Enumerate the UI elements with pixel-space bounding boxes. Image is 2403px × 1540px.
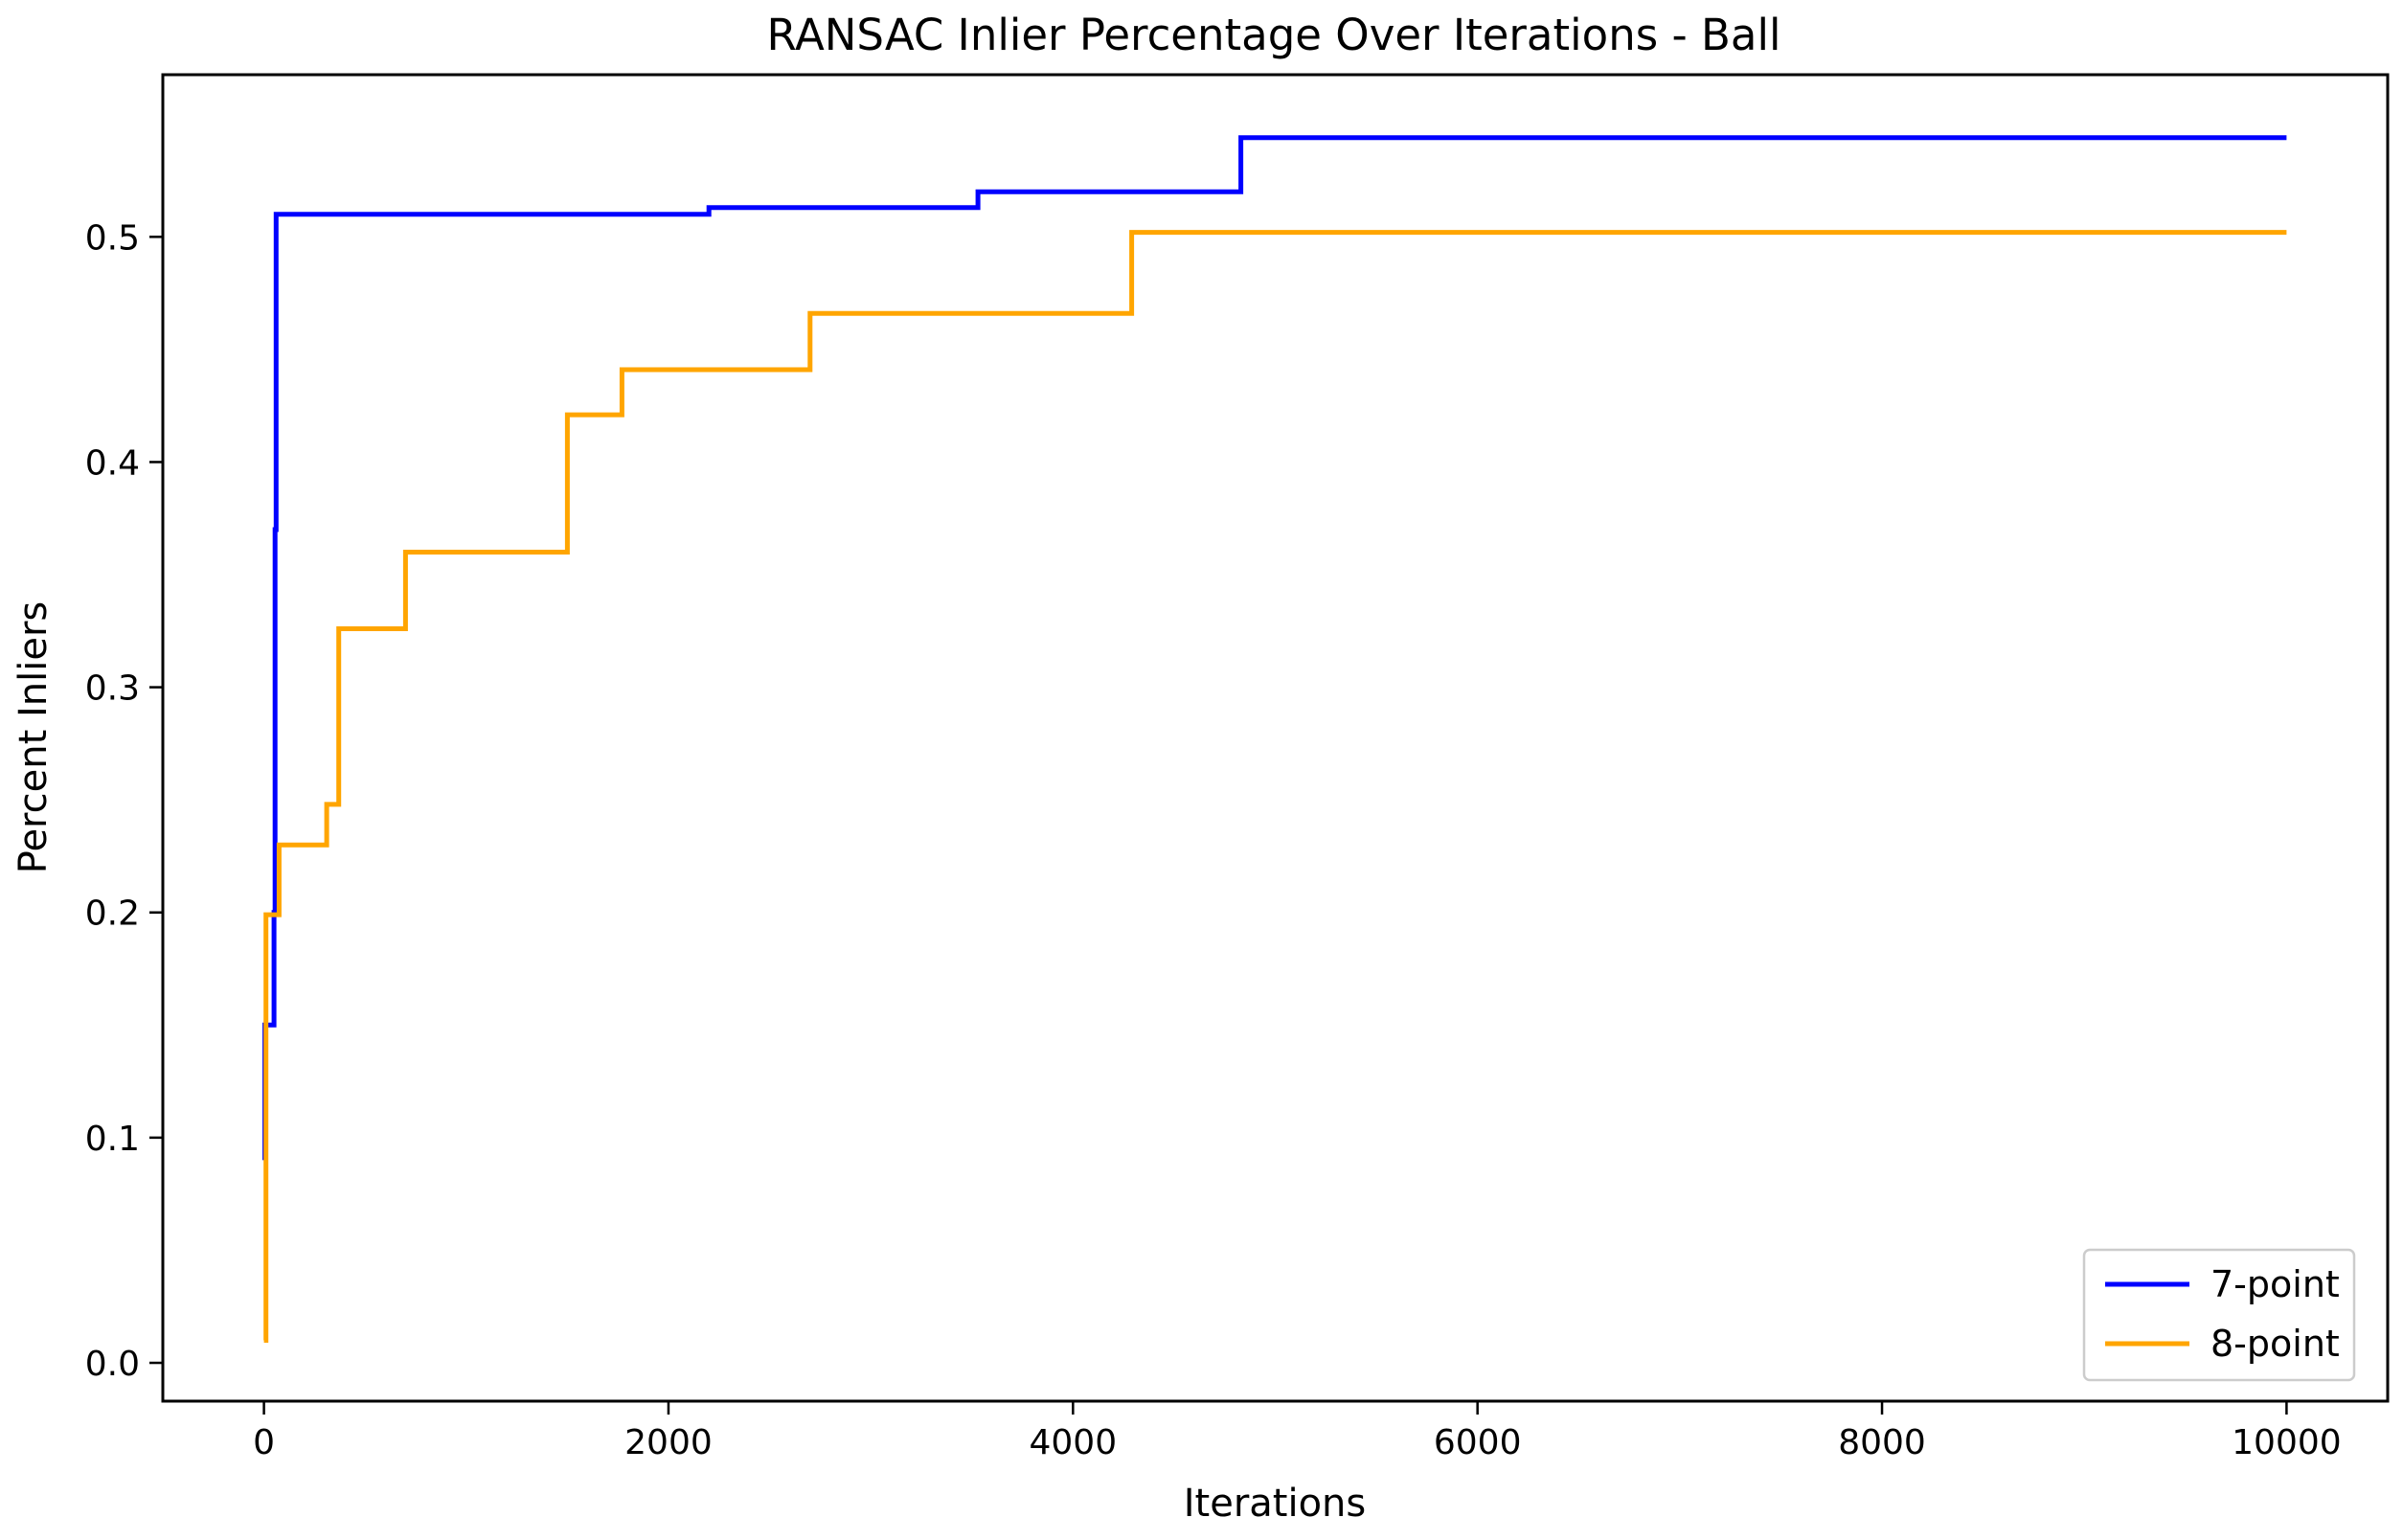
series-line-2 — [263, 230, 2287, 1343]
series-line-1 — [262, 135, 2287, 1163]
y-tick-label: 0.4 — [85, 443, 140, 483]
y-tick-label: 0.0 — [85, 1345, 140, 1384]
plot-lines — [262, 135, 2287, 1343]
x-axis-label: Iterations — [1184, 1482, 1367, 1526]
x-tick-label: 0 — [253, 1423, 275, 1462]
x-tick-label: 2000 — [624, 1423, 713, 1462]
x-tick-label: 8000 — [1838, 1423, 1926, 1462]
y-axis-ticks: 0.0 0.1 0.2 0.3 0.4 0.5 — [85, 218, 163, 1384]
y-tick-label: 0.2 — [85, 895, 140, 934]
y-tick-label: 0.1 — [85, 1120, 140, 1159]
x-tick-label: 10000 — [2232, 1423, 2342, 1462]
legend-label: 7-point — [2210, 1263, 2340, 1305]
x-tick-label: 6000 — [1434, 1423, 1522, 1462]
legend-label: 8-point — [2210, 1323, 2340, 1365]
chart-title: RANSAC Inlier Percentage Over Iterations… — [767, 10, 1781, 60]
plot-frame — [161, 73, 2390, 1403]
x-axis-ticks: 0 2000 4000 6000 8000 10000 — [253, 1401, 2342, 1462]
y-axis-label: Percent Inliers — [11, 601, 56, 874]
legend: 7-point 8-point — [2082, 1248, 2356, 1382]
x-tick-label: 4000 — [1030, 1423, 1118, 1462]
y-tick-label: 0.5 — [85, 218, 140, 258]
y-tick-label: 0.3 — [85, 669, 140, 709]
